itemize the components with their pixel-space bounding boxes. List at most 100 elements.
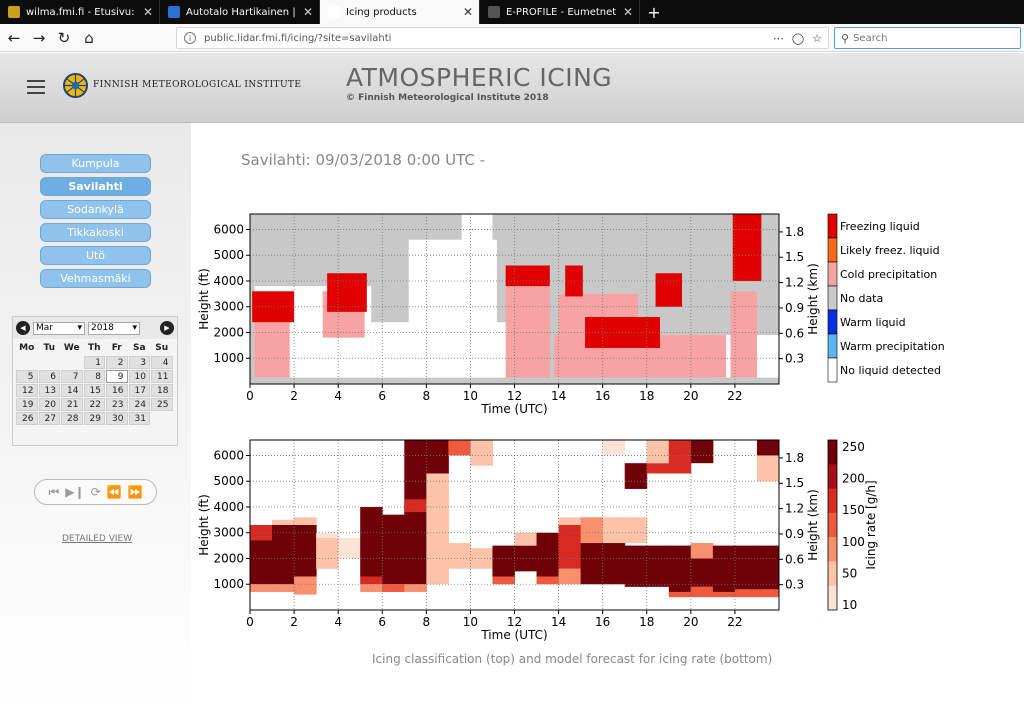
calendar-day[interactable]: 5	[16, 370, 38, 383]
x-axis-label: Time (UTC)	[480, 402, 547, 416]
calendar-day[interactable]: 30	[106, 412, 128, 425]
icing-rate-cell	[668, 591, 692, 598]
site-button[interactable]: Kumpula	[40, 154, 151, 173]
calendar-day[interactable]: 28	[61, 412, 83, 425]
icing-rate-cell	[646, 440, 670, 464]
calendar-day[interactable]: 31	[128, 412, 150, 425]
playback-controls: ⏮ ▶❙ ⟳ ⏪ ⏩	[34, 479, 157, 505]
calendar-day[interactable]: 27	[38, 412, 60, 425]
calendar-empty-cell	[16, 356, 38, 369]
calendar-day[interactable]: 25	[151, 398, 173, 411]
tab-favicon-icon	[8, 6, 20, 18]
legend-label: Warm liquid	[840, 316, 906, 329]
colorbar-tick-label: 250	[842, 440, 865, 454]
site-button[interactable]: Tikkakoski	[40, 223, 151, 242]
x-tick-label: 0	[246, 389, 254, 403]
x-tick-label: 22	[727, 615, 742, 629]
info-icon[interactable]: i	[184, 32, 196, 44]
browser-search-box[interactable]: ⚲	[834, 27, 1021, 49]
calendar-day[interactable]: 11	[151, 370, 173, 383]
address-text[interactable]: public.lidar.fmi.fi/icing/?site=savilaht…	[204, 32, 392, 44]
calendar-day[interactable]: 18	[151, 384, 173, 397]
calendar-day[interactable]: 12	[16, 384, 38, 397]
colorbar-band	[828, 561, 837, 587]
play-icon[interactable]: ▶❙	[65, 485, 85, 499]
back-icon[interactable]: ←	[7, 28, 21, 47]
close-tab-icon[interactable]: ✕	[302, 5, 314, 19]
x-tick-label: 0	[246, 615, 254, 629]
calendar-day[interactable]: 1	[83, 356, 105, 369]
site-button[interactable]: Savilahti	[40, 177, 151, 196]
calendar-day[interactable]: 23	[106, 398, 128, 411]
year-select[interactable]: 2018 ▾	[88, 321, 140, 335]
calendar-day[interactable]: 21	[61, 398, 83, 411]
detailed-view-link[interactable]: DETAILED VIEW	[62, 534, 133, 544]
calendar-day[interactable]: 9	[106, 370, 128, 383]
icing-rate-cell	[382, 584, 405, 592]
y-axis-label: Height (ft)	[197, 268, 211, 330]
icing-rate-cell	[536, 576, 560, 585]
month-select[interactable]: Mar ▾	[33, 321, 85, 335]
calendar-day[interactable]: 17	[128, 384, 150, 397]
icing-rate-cell	[580, 517, 604, 544]
site-button[interactable]: Utö	[40, 246, 151, 265]
loop-icon[interactable]: ⟳	[90, 485, 101, 499]
y-tick-label: 4000	[213, 274, 244, 288]
calendar-day[interactable]: 24	[128, 398, 150, 411]
calendar-day[interactable]: 10	[128, 370, 150, 383]
browser-tab[interactable]: Autotalo Hartikainen | Vaihtoau ✕	[160, 0, 320, 24]
browser-tab[interactable]: Icing products ✕	[320, 0, 480, 24]
calendar-day[interactable]: 7	[61, 370, 83, 383]
close-tab-icon[interactable]: ✕	[622, 5, 634, 19]
icing-rate-cell	[470, 440, 493, 466]
calendar-day[interactable]: 2	[106, 356, 128, 369]
forward-icon[interactable]: →	[32, 28, 46, 47]
calendar-day[interactable]: 20	[38, 398, 60, 411]
date-picker: ◀ Mar ▾ 2018 ▾ ▶ Mo Tu We Th Fr Sa Su 1 2 3 4 5 6 7 8 9 10…	[12, 316, 178, 446]
legend-label: Likely freez. liquid	[840, 244, 940, 257]
bookmark-star-icon[interactable]: ☆	[812, 31, 822, 45]
address-bar[interactable]: i public.lidar.fmi.fi/icing/?site=savila…	[176, 27, 829, 49]
first-frame-icon[interactable]: ⏮	[48, 484, 60, 499]
icing-rate-cell	[360, 584, 383, 592]
browser-tab[interactable]: E-PROFILE - Eumetnet ✕	[480, 0, 640, 24]
new-tab-icon[interactable]: +	[647, 2, 661, 22]
next-month-icon[interactable]: ▶	[160, 321, 174, 335]
calendar-day[interactable]: 26	[16, 412, 38, 425]
reload-icon[interactable]: ↻	[57, 28, 71, 47]
calendar-day[interactable]: 14	[61, 384, 83, 397]
icing-rate-cell	[756, 545, 780, 590]
classification-region	[655, 273, 683, 307]
pocket-icon[interactable]: ◯	[791, 31, 805, 45]
icing-rate-cell	[294, 576, 317, 595]
calendar-day[interactable]: 16	[106, 384, 128, 397]
y-tick-label: 2000	[213, 325, 244, 339]
site-button[interactable]: Vehmasmäki	[40, 269, 151, 288]
menu-icon[interactable]	[27, 80, 45, 94]
fast-forward-icon[interactable]: ⏩	[127, 485, 143, 499]
colorbar-band	[828, 537, 837, 562]
browser-tab[interactable]: wilma.fmi.fi - Etusivu: index ✕	[0, 0, 160, 24]
classification-region	[327, 273, 367, 312]
calendar-day[interactable]: 6	[38, 370, 60, 383]
close-tab-icon[interactable]: ✕	[142, 5, 154, 19]
site-button[interactable]: Sodankylä	[40, 200, 151, 219]
rewind-icon[interactable]: ⏪	[106, 485, 122, 499]
home-icon[interactable]: ⌂	[84, 28, 94, 47]
page-actions-icon[interactable]: ⋯	[772, 31, 784, 45]
calendar-day[interactable]: 29	[83, 412, 105, 425]
calendar-day[interactable]: 15	[83, 384, 105, 397]
close-tab-icon[interactable]: ✕	[462, 5, 474, 19]
previous-month-icon[interactable]: ◀	[16, 321, 30, 335]
calendar-day[interactable]: 13	[38, 384, 60, 397]
calendar-day[interactable]: 19	[16, 398, 38, 411]
icing-rate-cell	[712, 591, 736, 598]
icing-rate-cell	[558, 525, 582, 569]
calendar-day[interactable]: 4	[151, 356, 173, 369]
icing-rate-cell	[492, 576, 515, 585]
search-input[interactable]	[853, 32, 1004, 44]
calendar-day[interactable]: 8	[83, 370, 105, 383]
icing-rate-cell	[536, 532, 560, 577]
calendar-day[interactable]: 22	[83, 398, 105, 411]
calendar-day[interactable]: 3	[128, 356, 150, 369]
